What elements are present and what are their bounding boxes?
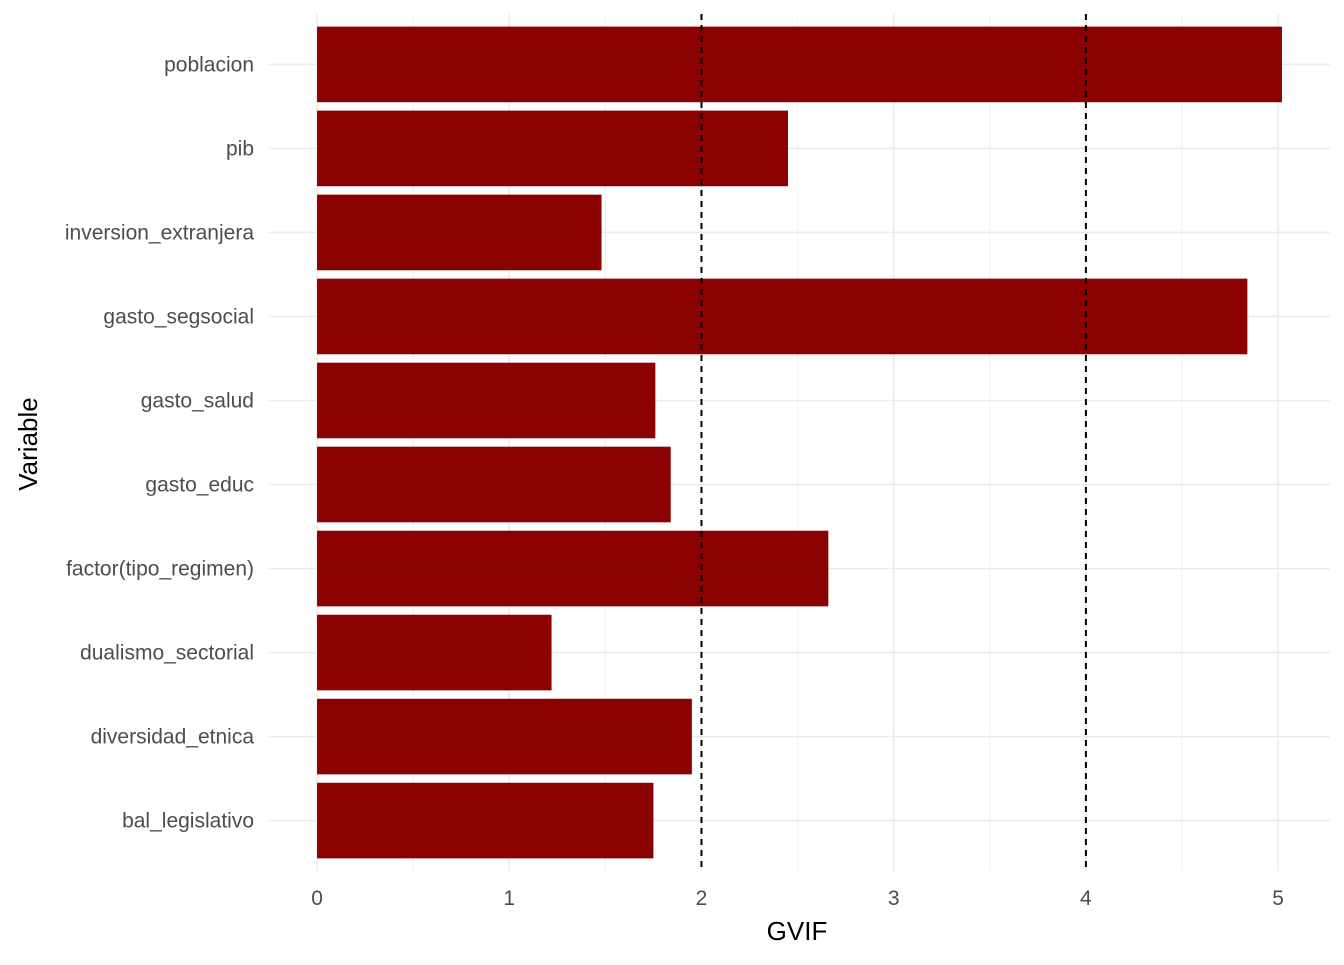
bar-gasto-segsocial bbox=[317, 278, 1248, 355]
x-tick-label: 2 bbox=[696, 887, 708, 910]
x-tick-label: 3 bbox=[888, 887, 900, 910]
y-tick-label: poblacion bbox=[164, 53, 254, 76]
x-tick-label: 5 bbox=[1272, 887, 1284, 910]
y-tick-label: dualismo_sectorial bbox=[80, 642, 254, 665]
y-axis-title: Variable bbox=[13, 397, 43, 490]
y-tick-label: diversidad_etnica bbox=[91, 726, 255, 749]
y-tick-label: bal_legislativo bbox=[122, 810, 254, 833]
bar-factor-tipo-regimen bbox=[317, 530, 829, 607]
y-tick-label: factor(tipo_regimen) bbox=[66, 558, 254, 581]
y-tick-label: gasto_educ bbox=[145, 474, 254, 497]
bar-pib bbox=[317, 110, 788, 187]
bar-gasto-salud bbox=[317, 362, 656, 439]
x-tick-label: 1 bbox=[503, 887, 515, 910]
bar-bal-legislativo bbox=[317, 782, 654, 859]
y-tick-label: pib bbox=[226, 137, 254, 160]
bar-diversidad-etnica bbox=[317, 698, 692, 775]
bar-dualismo-sectorial bbox=[317, 614, 552, 691]
x-axis-ticks: 0 1 2 3 4 5 bbox=[311, 887, 1284, 910]
y-tick-label: inversion_extranjera bbox=[65, 221, 254, 244]
y-axis-ticks: poblacion pib inversion_extranjera gasto_se… bbox=[65, 53, 254, 832]
bar-gasto-educ bbox=[317, 446, 671, 523]
bars bbox=[317, 26, 1282, 859]
bar-poblacion bbox=[317, 26, 1282, 103]
y-tick-label: gasto_segsocial bbox=[103, 305, 254, 328]
x-tick-label: 4 bbox=[1080, 887, 1092, 910]
bar-inversion-extranjera bbox=[317, 194, 602, 271]
x-tick-label: 0 bbox=[311, 887, 323, 910]
y-tick-label: gasto_salud bbox=[141, 389, 254, 412]
x-axis-title: GVIF bbox=[767, 916, 828, 946]
